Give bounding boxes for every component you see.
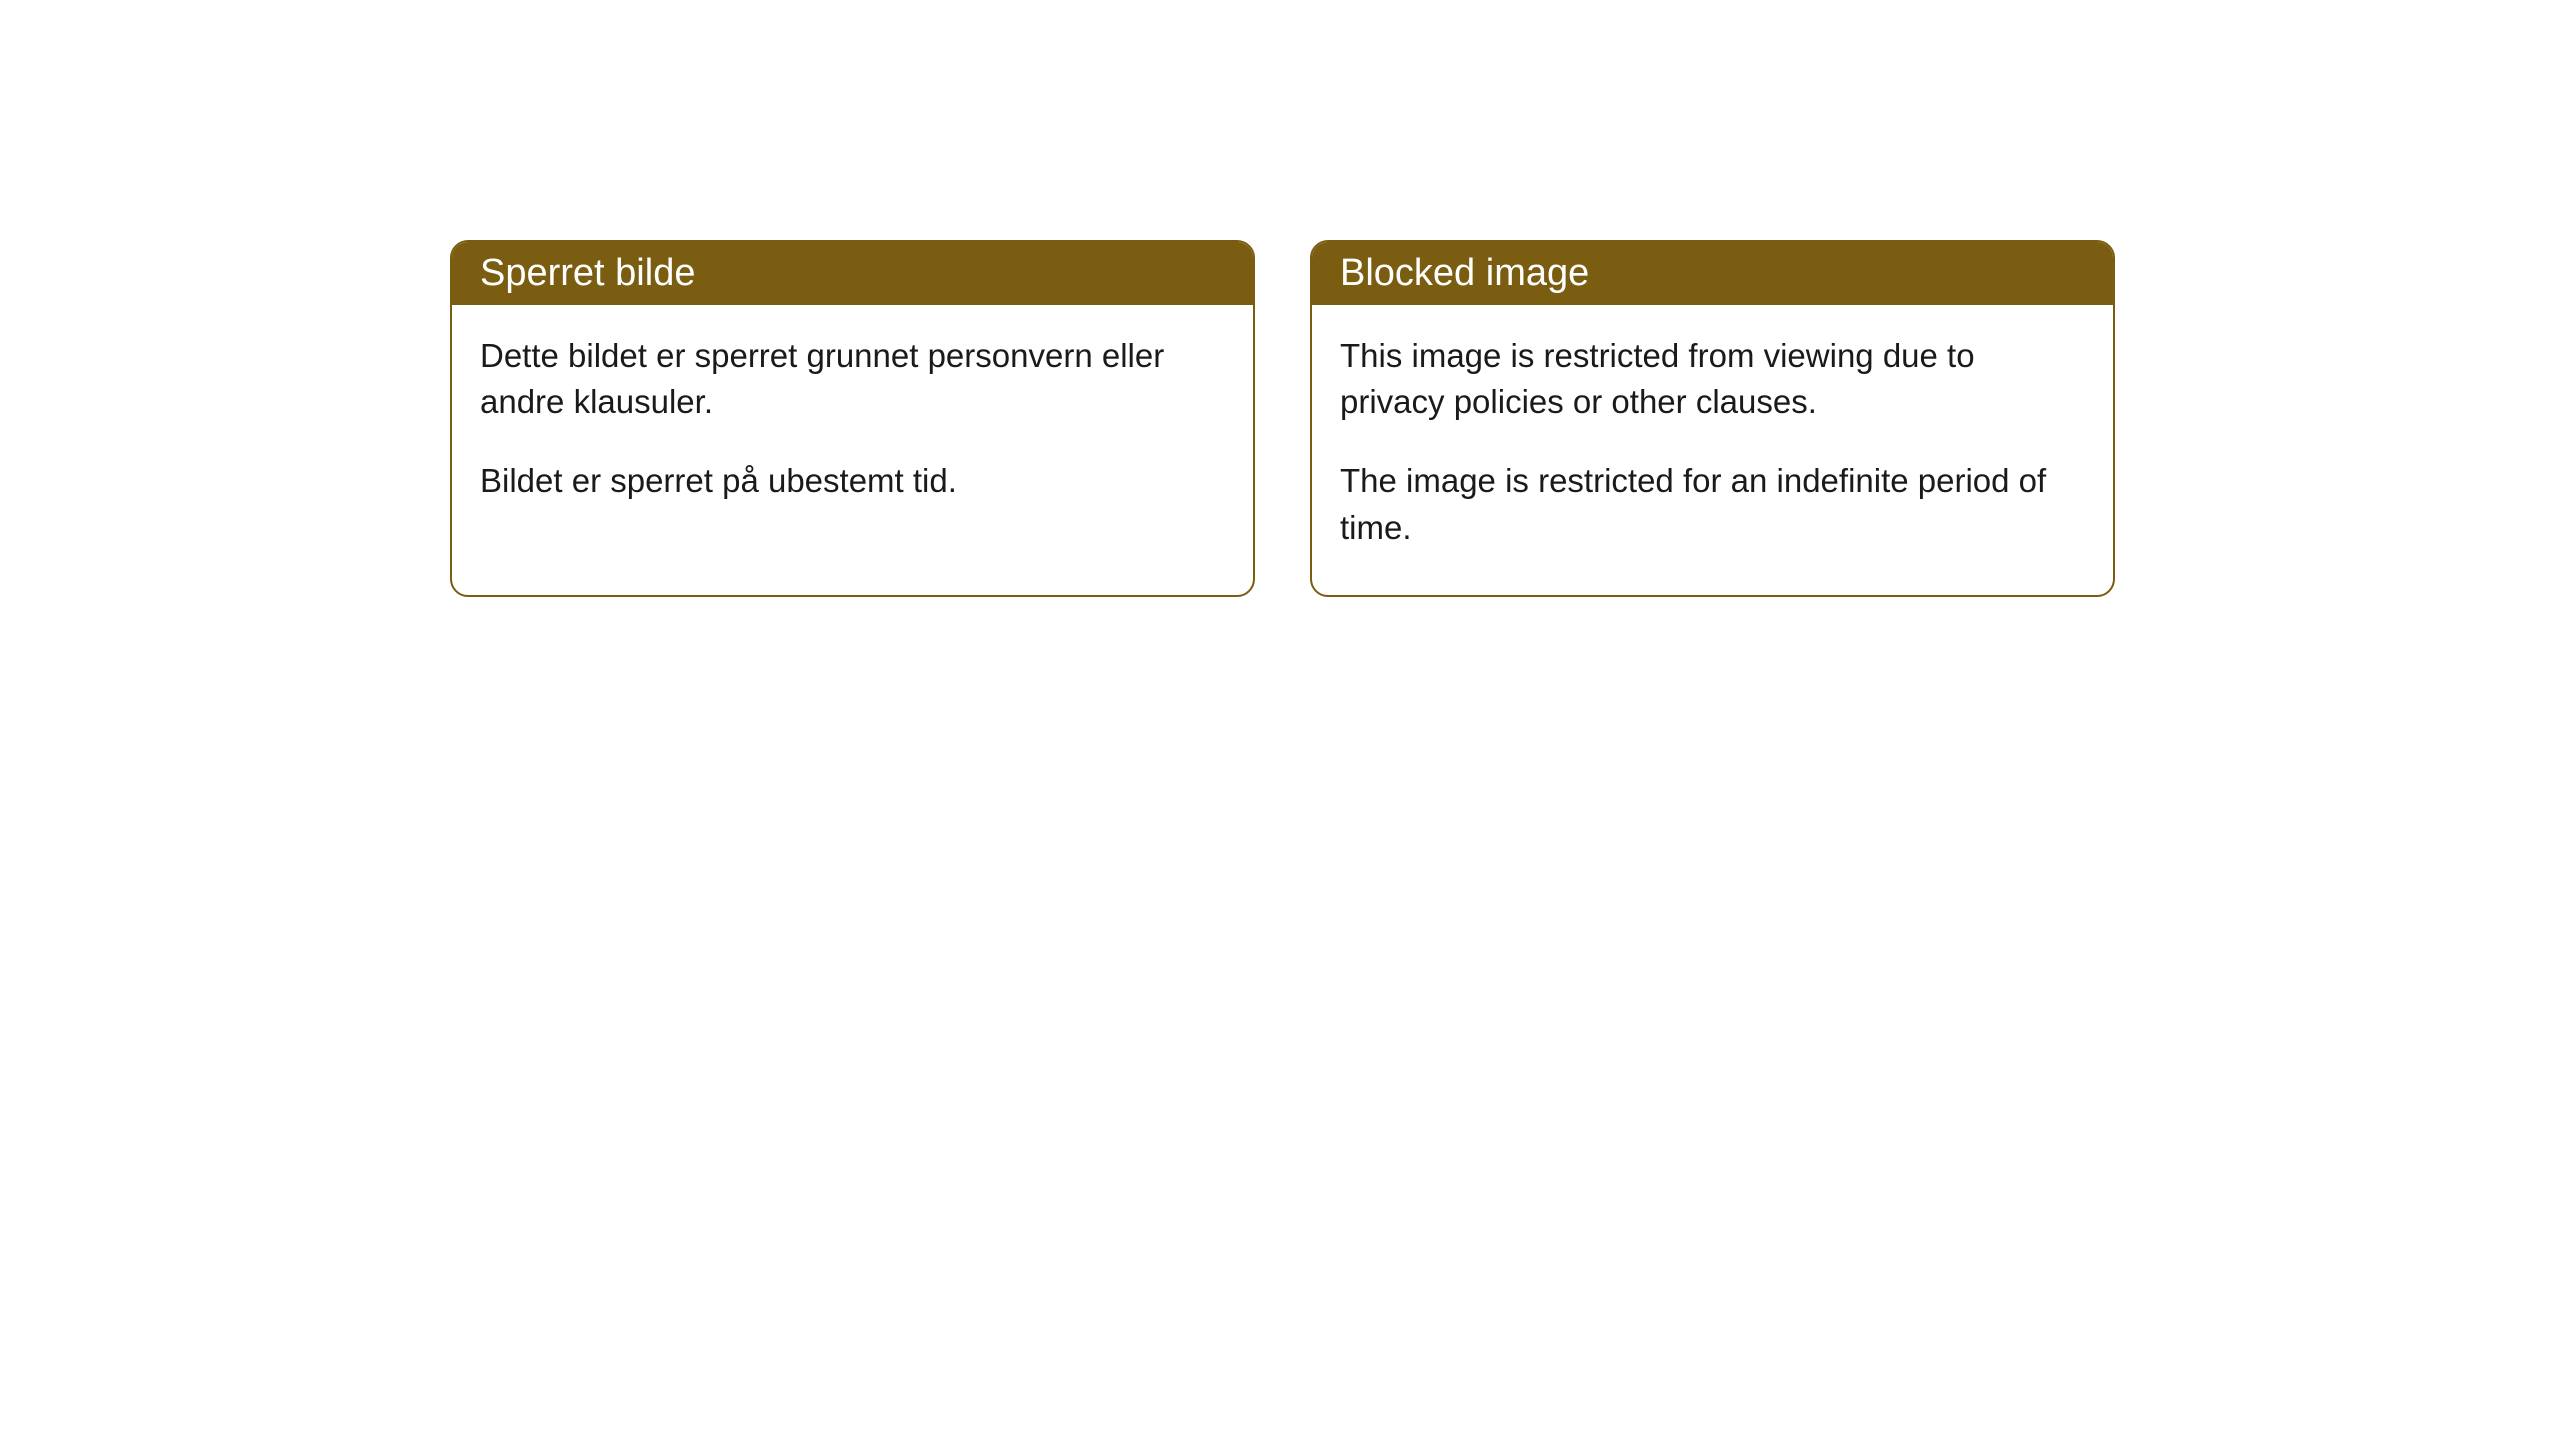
notice-card-norwegian: Sperret bilde Dette bildet er sperret gr… <box>450 240 1255 597</box>
notice-header: Sperret bilde <box>452 242 1253 305</box>
notice-paragraph: This image is restricted from viewing du… <box>1340 333 2085 425</box>
notice-paragraph: Dette bildet er sperret grunnet personve… <box>480 333 1225 425</box>
notice-paragraph: Bildet er sperret på ubestemt tid. <box>480 458 1225 504</box>
notice-paragraph: The image is restricted for an indefinit… <box>1340 458 2085 550</box>
notice-body: This image is restricted from viewing du… <box>1312 305 2113 595</box>
notice-cards-container: Sperret bilde Dette bildet er sperret gr… <box>450 240 2560 597</box>
notice-card-english: Blocked image This image is restricted f… <box>1310 240 2115 597</box>
notice-header: Blocked image <box>1312 242 2113 305</box>
notice-body: Dette bildet er sperret grunnet personve… <box>452 305 1253 549</box>
